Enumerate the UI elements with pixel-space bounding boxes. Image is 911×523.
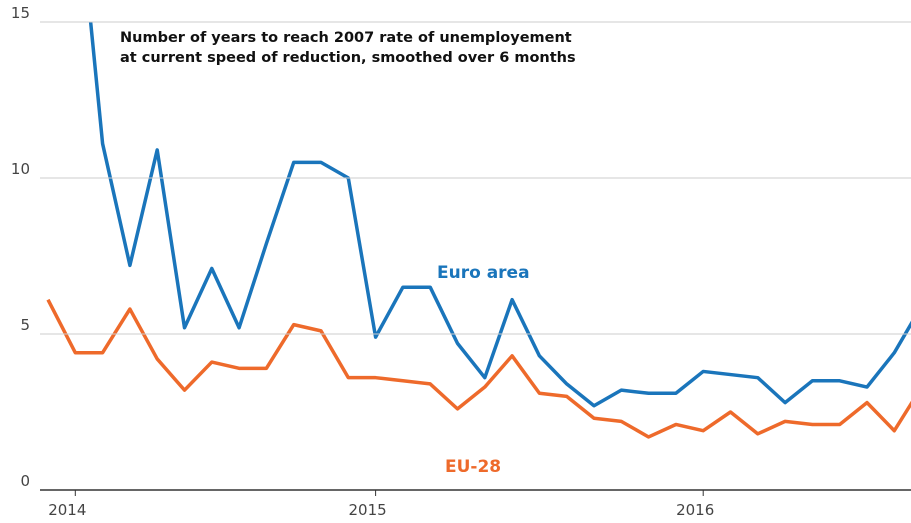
y-tick-label: 15 bbox=[11, 4, 30, 22]
series-label: EU-28 bbox=[445, 457, 501, 477]
series-line bbox=[88, 22, 911, 408]
y-tick-label: 5 bbox=[20, 316, 30, 334]
series-line bbox=[46, 298, 911, 439]
y-tick-label: 10 bbox=[11, 160, 30, 178]
x-tick-label: 2015 bbox=[349, 501, 387, 519]
chart-subtitle: at current speed of reduction, smoothed … bbox=[120, 50, 576, 66]
chart-title: Number of years to reach 2007 rate of un… bbox=[120, 30, 572, 46]
x-tick-label: 2016 bbox=[676, 501, 714, 519]
plot-area bbox=[46, 22, 911, 439]
y-tick-label: 0 bbox=[20, 472, 30, 490]
series-label: Euro area bbox=[437, 263, 530, 283]
x-tick-label: 2014 bbox=[48, 501, 86, 519]
